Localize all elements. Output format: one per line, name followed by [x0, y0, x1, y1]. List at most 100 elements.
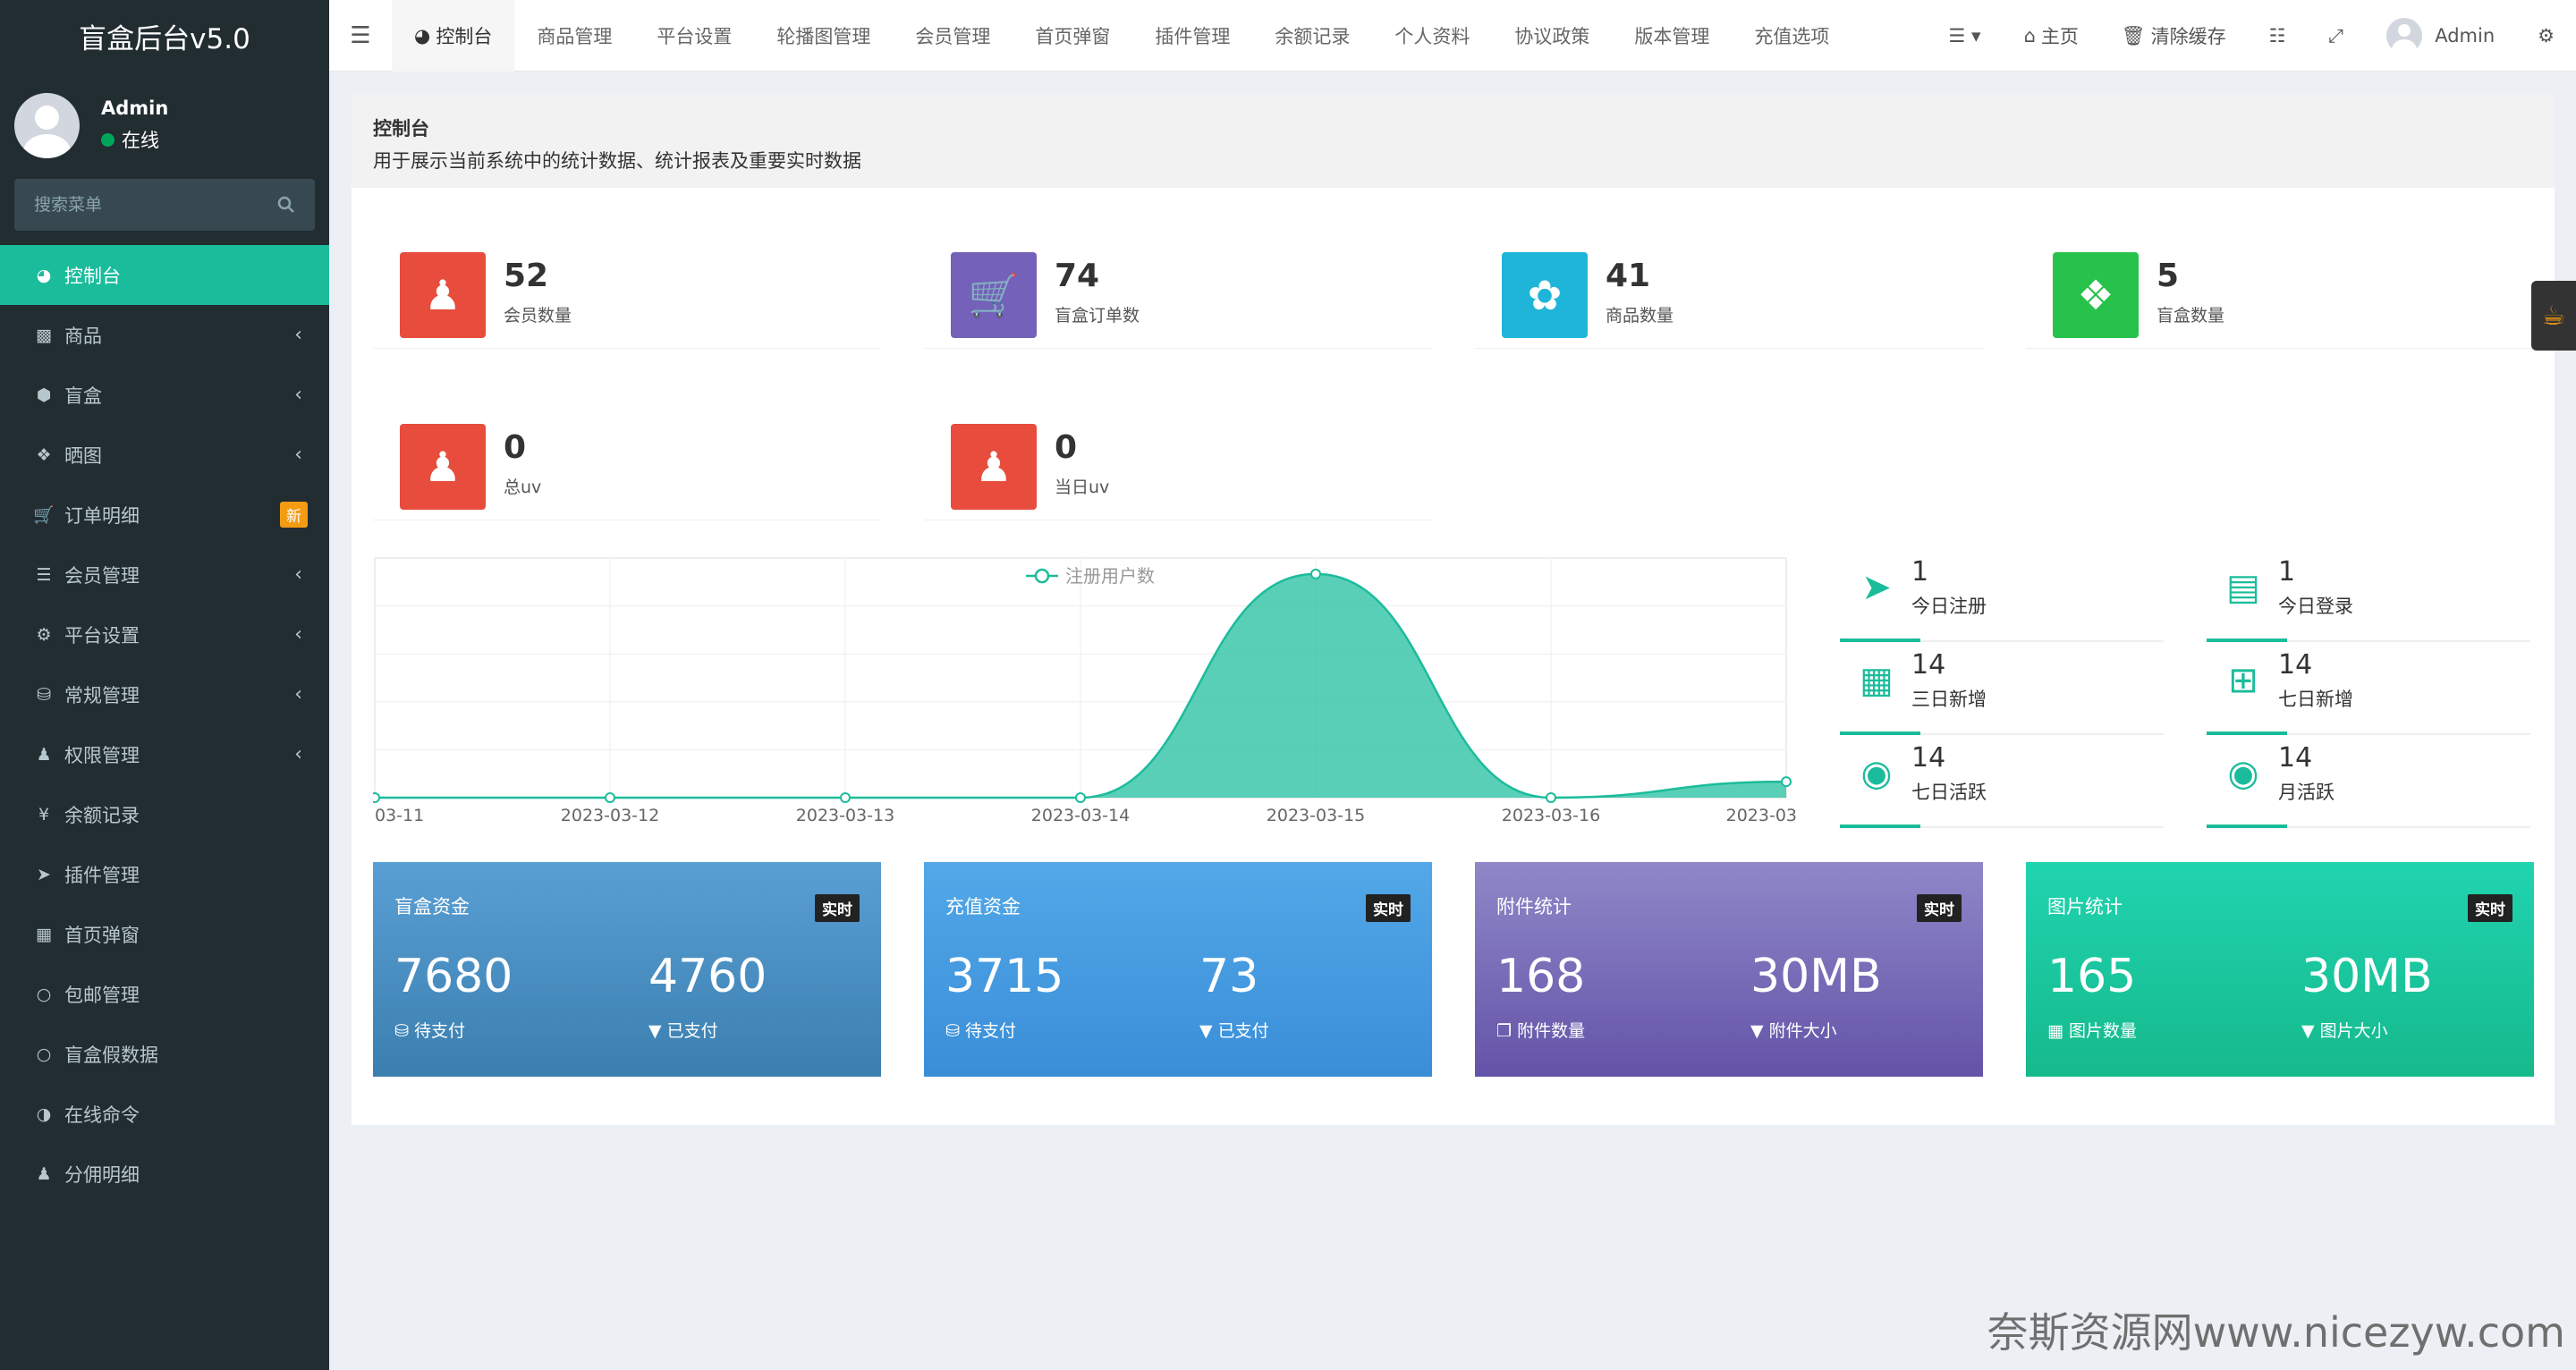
- app-logo[interactable]: 盲盒后台v5.0: [0, 0, 329, 72]
- clear-cache-label: 清除缓存: [2150, 26, 2226, 47]
- card-label-text: 图片数量: [2069, 1021, 2138, 1041]
- sidebar-item-15[interactable]: ♟ 分佣明细: [0, 1144, 329, 1204]
- data-point[interactable]: [373, 792, 380, 803]
- stat-box: ♟ 52 会员数量: [373, 224, 881, 349]
- tab-1[interactable]: 商品管理: [514, 0, 634, 72]
- card-title: 充值资金: [945, 896, 1021, 918]
- x-tick-label: 2023-03-12: [561, 806, 659, 825]
- data-point[interactable]: [840, 792, 851, 803]
- cart-icon: 🛒: [33, 505, 55, 525]
- filter-icon: ▼: [1750, 1021, 1764, 1041]
- card-value-2: 4760: [648, 950, 767, 1003]
- sidebar-item-14[interactable]: ◑ 在线命令: [0, 1084, 329, 1144]
- sidebar-item-12[interactable]: ○ 包邮管理: [0, 964, 329, 1024]
- tab-5[interactable]: 首页弹窗: [1013, 0, 1132, 72]
- clear-cache-button[interactable]: 🗑 清除缓存: [2100, 22, 2248, 49]
- card-label-text: 附件大小: [1768, 1021, 1837, 1041]
- sidebar-toggle-button[interactable]: ☰: [350, 21, 371, 49]
- stat-value: 41: [1606, 258, 1651, 294]
- tab-8[interactable]: 个人资料: [1372, 0, 1492, 72]
- tab-9[interactable]: 协议政策: [1492, 0, 1612, 72]
- data-point[interactable]: [1781, 776, 1792, 788]
- tab-7[interactable]: 余额记录: [1252, 0, 1372, 72]
- chevron-left-icon: ‹: [294, 623, 302, 646]
- sidebar-item-label: 控制台: [64, 265, 121, 287]
- sidebar-item-label: 盲盒: [64, 385, 102, 407]
- card-value-2: 73: [1199, 950, 1259, 1003]
- tab-label: 版本管理: [1634, 25, 1710, 47]
- sidebar-item-4[interactable]: 🛒 订单明细 新: [0, 485, 329, 545]
- users-icon: ♟: [400, 252, 486, 338]
- sidebar-item-8[interactable]: ♟ 权限管理 ‹: [0, 724, 329, 784]
- settings-button[interactable]: ⚙: [2516, 25, 2576, 47]
- realtime-badge: 实时: [1917, 894, 1962, 922]
- x-tick-label: 2023-03: [1726, 806, 1797, 825]
- calendar-plus-icon: ⊞: [2228, 660, 2258, 701]
- card-title: 图片统计: [2047, 896, 2123, 918]
- tab-2[interactable]: 平台设置: [634, 0, 754, 72]
- tab-4[interactable]: 会员管理: [893, 0, 1013, 72]
- card-label-text: 图片大小: [2319, 1021, 2388, 1041]
- gear-icon: ⚙: [36, 624, 52, 645]
- card-value-1: 7680: [394, 950, 513, 1003]
- sidebar-item-3[interactable]: ❖ 晒图 ‹: [0, 425, 329, 485]
- mini-stat-underline: [2207, 732, 2287, 735]
- tab-11[interactable]: 充值选项: [1732, 0, 1852, 72]
- content-panel: 控制台 用于展示当前系统中的统计数据、统计报表及重要实时数据 ♟ 52 会员数量…: [352, 95, 2555, 1125]
- sidebar-item-9[interactable]: ¥ 余额记录: [0, 784, 329, 844]
- legend-label[interactable]: 注册用户数: [1065, 565, 1155, 587]
- tab-6[interactable]: 插件管理: [1132, 0, 1252, 72]
- floating-side-tab[interactable]: ☕: [2531, 281, 2576, 351]
- home-label: 主页: [2040, 26, 2079, 47]
- sidebar-item-5[interactable]: ☰ 会员管理 ‹: [0, 545, 329, 605]
- series-line: [375, 572, 1787, 799]
- mini-stat: ⊞ 14 七日新增: [2207, 649, 2530, 735]
- language-button[interactable]: ☷: [2248, 25, 2308, 47]
- search-icon[interactable]: [277, 196, 295, 214]
- stat-label: 会员数量: [504, 306, 572, 326]
- card-label-1: ⛁ 待支付: [394, 1018, 465, 1042]
- watermark: 奈斯资源网www.nicezyw.com: [1987, 1308, 2565, 1357]
- card-value-2: 30MB: [1750, 950, 1882, 1003]
- tab-10[interactable]: 版本管理: [1612, 0, 1732, 72]
- sidebar-item-2[interactable]: ⬢ 盲盒 ‹: [0, 365, 329, 425]
- card-label-1: ⛁ 待支付: [945, 1018, 1016, 1042]
- sidebar-item-1[interactable]: ▩ 商品 ‹: [0, 305, 329, 365]
- filter-icon: ▼: [2301, 1021, 2315, 1041]
- home-link[interactable]: ⌂ 主页: [2003, 22, 2100, 49]
- stat-value: 0: [504, 429, 527, 466]
- menu-search-input[interactable]: [34, 195, 249, 215]
- user-panel: Admin 在线: [0, 72, 329, 179]
- sidebar-item-0[interactable]: ◕ 控制台: [0, 245, 329, 305]
- sidebar-item-11[interactable]: ▦ 首页弹窗: [0, 904, 329, 964]
- rocket-icon: ➤: [37, 864, 51, 884]
- data-point[interactable]: [1310, 568, 1321, 579]
- sidebar-item-label: 会员管理: [64, 564, 140, 587]
- sidebar-item-10[interactable]: ➤ 插件管理: [0, 844, 329, 904]
- database-icon: ⛁: [394, 1021, 409, 1041]
- fullscreen-button[interactable]: ⤢: [2307, 25, 2365, 47]
- chevron-left-icon: ‹: [294, 324, 302, 346]
- sidebar-item-6[interactable]: ⚙ 平台设置 ‹: [0, 605, 329, 664]
- mini-stat-label: 七日新增: [2278, 689, 2353, 710]
- tab-0[interactable]: ◕ 控制台: [392, 0, 515, 72]
- data-point[interactable]: [1546, 792, 1556, 803]
- card-label-2: ▼ 已支付: [1199, 1018, 1269, 1042]
- tab-3[interactable]: 轮播图管理: [754, 0, 893, 72]
- data-point[interactable]: [605, 792, 615, 803]
- card-value-1: 3715: [945, 950, 1064, 1003]
- sidebar-item-7[interactable]: ⛁ 常规管理 ‹: [0, 664, 329, 724]
- x-tick-label: 2023-03-16: [1502, 806, 1600, 825]
- tab-label: 充值选项: [1754, 25, 1830, 47]
- data-point[interactable]: [1075, 792, 1086, 803]
- leaf-icon: ✿: [1502, 252, 1588, 338]
- user-menu[interactable]: Admin: [2365, 18, 2516, 54]
- tab-list-button[interactable]: ☰ ▾: [1948, 25, 1981, 47]
- calendar-icon: ▦: [1860, 660, 1894, 701]
- legend-marker: [1034, 568, 1050, 584]
- sidebar-item-13[interactable]: ○ 盲盒假数据: [0, 1024, 329, 1084]
- users-icon: ♟: [36, 744, 52, 765]
- id-card-icon: ▤: [2226, 567, 2260, 608]
- sidebar-item-label: 订单明细: [64, 504, 140, 527]
- tab-label: 插件管理: [1155, 25, 1231, 47]
